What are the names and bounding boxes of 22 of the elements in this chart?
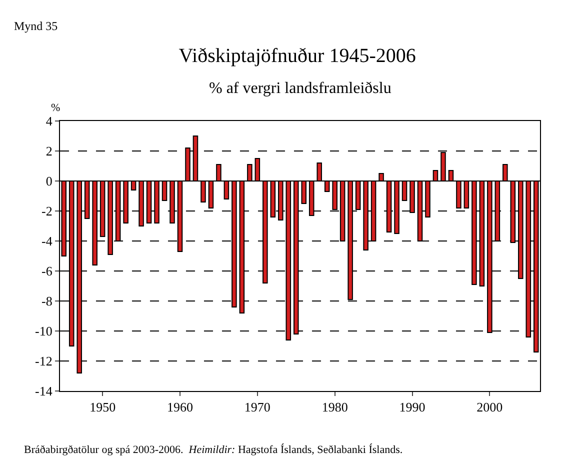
y-tick-label: -8: [42, 294, 52, 309]
chart-subtitle: % af vergri landsframleiðslu: [209, 80, 392, 97]
y-tick-label: -14: [35, 384, 53, 399]
y-tick-label: 2: [46, 144, 52, 159]
x-tick-label: 1950: [90, 400, 116, 415]
text: Bráðabirgðatölur og spá 2003-2006.: [24, 444, 184, 456]
text: Mynd 35: [14, 19, 58, 33]
text: Heimildir: Hagstofa Íslands, Seðlabanki Íslands.: [188, 444, 403, 456]
chart-title: Viðskiptajöfnuður 1945-2006: [178, 44, 416, 67]
y-tick-label: 0: [46, 174, 52, 189]
x-tick-label: 1960: [167, 400, 193, 415]
y-tick-label: 4: [46, 114, 53, 129]
y-tick-label: -10: [35, 324, 52, 339]
y-tick-label: -4: [42, 234, 53, 249]
x-tick-label: 1990: [399, 400, 426, 415]
y-tick-label: -12: [35, 354, 52, 369]
y-tick-label: -6: [42, 264, 53, 279]
x-tick-label: 2000: [476, 400, 503, 415]
y-axis-title: %: [51, 102, 60, 114]
y-tick-label: -2: [42, 204, 52, 219]
x-tick-label: 1970: [244, 400, 270, 415]
x-tick-label: 1980: [322, 400, 348, 415]
